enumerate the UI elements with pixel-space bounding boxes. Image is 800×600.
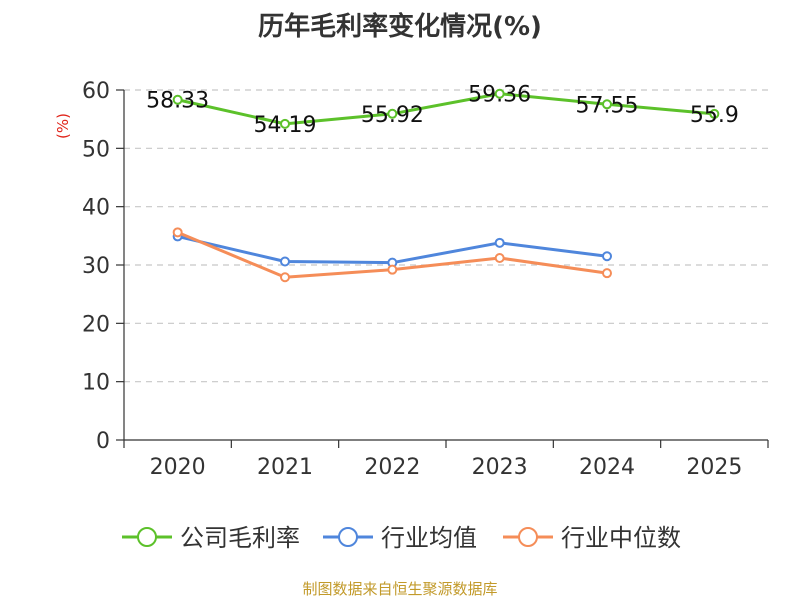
data-point — [494, 88, 505, 99]
chart-title: 历年毛利率变化情况(%) — [258, 12, 542, 42]
y-tick-label: 20 — [82, 312, 110, 337]
data-point — [172, 94, 183, 105]
data-point — [602, 268, 612, 279]
legend-marker — [338, 527, 358, 547]
data-label: 55.9 — [690, 103, 739, 128]
data-label: 54.19 — [254, 113, 317, 138]
data-point — [709, 108, 720, 119]
x-tick-label: 2023 — [472, 455, 528, 480]
data-point — [387, 264, 398, 275]
y-tick-label: 50 — [82, 137, 110, 162]
data-labels: 58.33 54.19 55.92 59.36 57.55 55.9 — [146, 83, 739, 138]
legend: 公司毛利率 行业均值 行业中位数 — [122, 524, 681, 552]
axes: 0 10 20 30 40 50 60 2020 2021 2022 2023 2024 2025 — [82, 79, 769, 480]
data-point — [602, 99, 612, 110]
legend-marker — [518, 527, 538, 547]
y-tick-label: 0 — [96, 429, 110, 454]
y-tick-label: 40 — [82, 196, 110, 221]
data-label: 55.92 — [361, 103, 424, 128]
data-point — [494, 253, 505, 263]
x-tick-label: 2020 — [150, 455, 206, 480]
y-tick-label: 60 — [82, 79, 110, 104]
legend-label: 行业均值 — [381, 524, 477, 552]
source-note: 制图数据来自恒生聚源数据库 — [302, 580, 498, 598]
y-tick-label: 30 — [82, 254, 110, 279]
data-point — [280, 118, 290, 129]
data-point — [172, 227, 183, 238]
series — [172, 88, 720, 283]
data-point — [387, 108, 398, 119]
data-label: 58.33 — [146, 89, 209, 114]
x-tick-label: 2024 — [579, 455, 635, 480]
x-tick-label: 2025 — [686, 455, 742, 480]
x-tick-label: 2021 — [257, 455, 313, 480]
data-point — [280, 272, 290, 283]
legend-label: 公司毛利率 — [180, 524, 300, 552]
data-point — [280, 256, 290, 267]
y-tick-label: 10 — [82, 371, 110, 396]
series-line — [177, 92, 715, 126]
grid-lines — [124, 89, 768, 383]
legend-marker — [137, 527, 157, 547]
legend-label: 行业中位数 — [561, 524, 681, 552]
data-point — [494, 237, 505, 248]
data-label: 57.55 — [576, 93, 639, 118]
data-point — [602, 251, 612, 262]
y-axis-label: (%) — [54, 113, 72, 139]
data-label: 59.36 — [468, 83, 531, 108]
x-tick-label: 2022 — [364, 455, 420, 480]
